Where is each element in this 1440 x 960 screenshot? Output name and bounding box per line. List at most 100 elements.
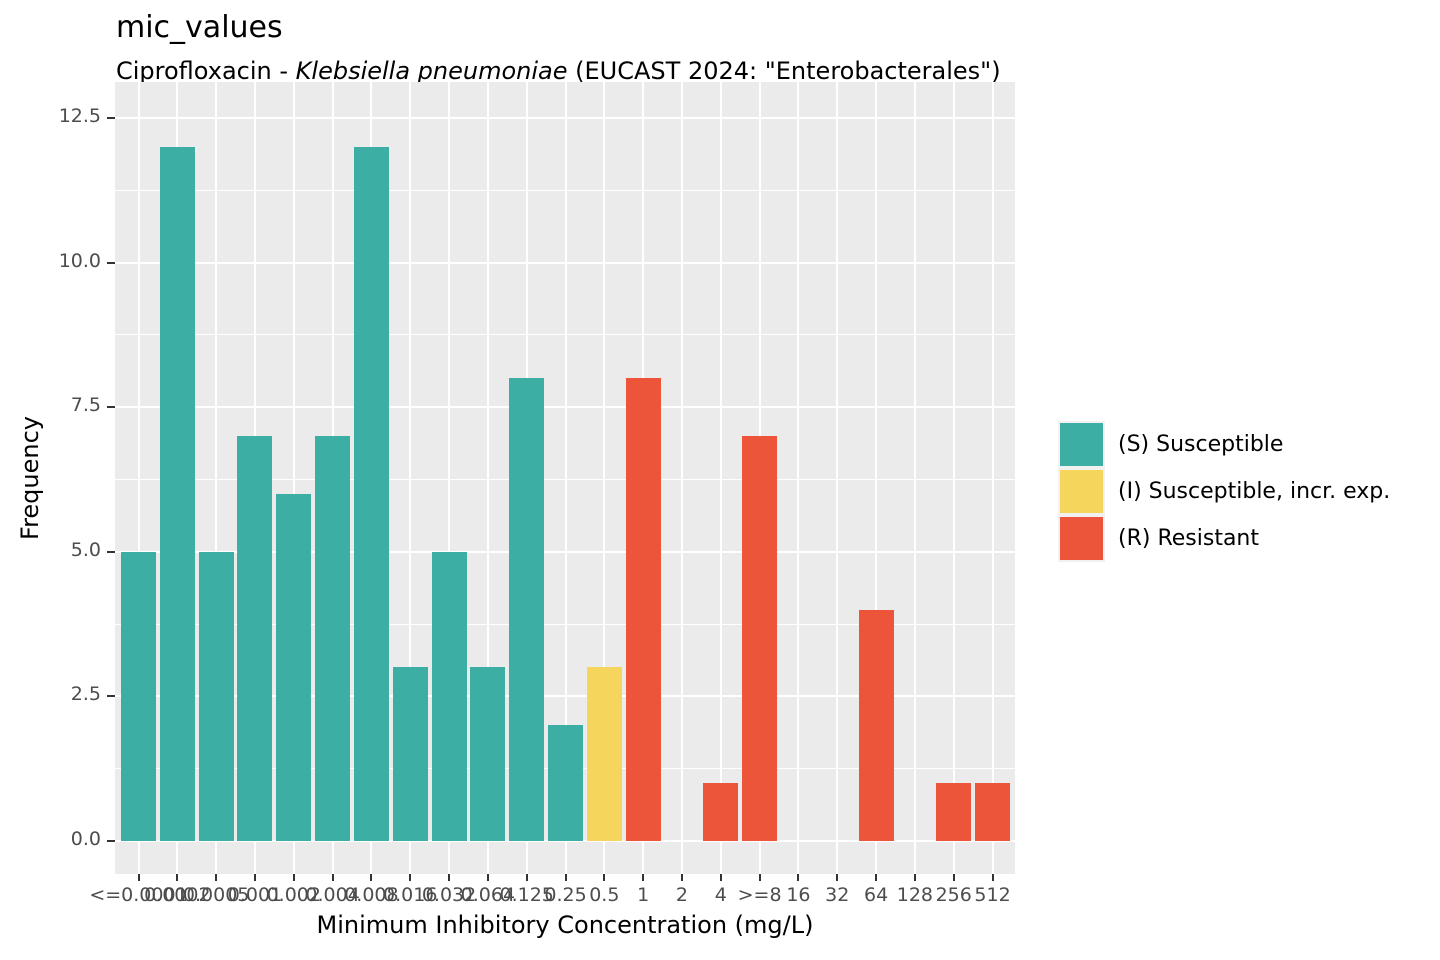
x-tick-mark <box>991 874 994 881</box>
bar-mic-0.125 <box>509 378 545 841</box>
x-tick-label: 512 <box>974 884 1011 906</box>
x-tick-label: 256 <box>935 884 972 906</box>
x-tick-mark <box>525 874 528 881</box>
chart-title: mic_values <box>116 10 283 45</box>
gridline-vertical <box>603 82 606 874</box>
bar-mic->=8 <box>742 436 778 841</box>
bar-mic-512 <box>975 783 1011 841</box>
chart-subtitle: Ciprofloxacin - Klebsiella pneumoniae (E… <box>116 57 1001 85</box>
x-tick-mark <box>719 874 722 881</box>
gridline-vertical <box>680 82 683 874</box>
y-tick-mark <box>107 117 115 119</box>
x-tick-mark <box>215 874 218 881</box>
x-tick-label: 0.5 <box>589 884 620 906</box>
x-axis-title: Minimum Inhibitory Concentration (mg/L) <box>316 911 814 939</box>
x-tick-label: 0.0002 <box>144 884 211 906</box>
gridline-vertical <box>913 82 916 874</box>
x-tick-label: >=8 <box>737 884 782 906</box>
x-tick-mark <box>875 874 878 881</box>
gridline-major <box>115 695 1015 698</box>
gridline-vertical <box>486 82 489 874</box>
bar-mic-64 <box>858 609 894 841</box>
legend-swatch-S <box>1060 423 1103 466</box>
x-tick-label: 16 <box>786 884 811 906</box>
bar-mic-0.0002 <box>159 146 195 841</box>
gridline-minor <box>115 334 1015 336</box>
gridline-vertical <box>137 82 140 874</box>
y-tick-mark <box>107 840 115 842</box>
gridline-major <box>115 406 1015 409</box>
x-tick-mark <box>331 874 334 881</box>
legend-item-resistant: (R) Resistant <box>1060 517 1390 560</box>
bar-mic-0.002 <box>276 493 312 841</box>
x-tick-label: 0.016 <box>383 884 438 906</box>
x-tick-label: 0.004 <box>305 884 360 906</box>
bar-mic-0.032 <box>431 551 467 841</box>
gridline-minor <box>115 623 1015 625</box>
x-tick-mark <box>603 874 606 881</box>
gridline-minor <box>115 189 1015 191</box>
legend-item-susceptible: (S) Susceptible <box>1060 423 1390 466</box>
gridline-vertical <box>875 82 878 874</box>
x-tick-mark <box>409 874 412 881</box>
x-tick-label: 0.064 <box>460 884 516 906</box>
bar-mic-256 <box>936 783 972 841</box>
legend-label-R: (R) Resistant <box>1118 526 1259 551</box>
subtitle-organism: Klebsiella pneumoniae <box>295 57 568 85</box>
x-tick-label: 0.0005 <box>182 884 250 906</box>
gridline-vertical <box>292 82 295 874</box>
y-axis-title: Frequency <box>16 416 44 540</box>
subtitle-antibiotic: Ciprofloxacin - <box>116 57 296 85</box>
legend-swatch-I <box>1060 470 1103 513</box>
bar-mic-0.5 <box>586 667 622 841</box>
y-tick-label: 0.0 <box>70 828 101 850</box>
gridline-major <box>115 261 1015 264</box>
x-tick-mark <box>137 874 140 881</box>
gridline-major <box>115 117 1015 119</box>
y-tick-mark <box>107 406 115 409</box>
gridline-vertical <box>215 82 218 874</box>
x-tick-label: <=0.0001 <box>89 884 188 906</box>
bar-mic-0.001 <box>237 436 273 841</box>
y-tick-label: 7.5 <box>70 394 101 417</box>
subtitle-guideline: (EUCAST 2024: "Enterobacterales") <box>567 57 1001 85</box>
x-tick-label: 0.008 <box>344 884 399 906</box>
legend-label-S: (S) Susceptible <box>1118 432 1284 457</box>
bar-mic-0.25 <box>548 725 584 841</box>
x-tick-label: 0.125 <box>499 884 554 906</box>
x-tick-label: 128 <box>896 884 934 906</box>
y-tick-label: 5.0 <box>70 538 101 561</box>
bar-mic-0.0005 <box>198 551 234 841</box>
gridline-vertical <box>836 82 839 874</box>
x-tick-label: 32 <box>825 884 850 906</box>
gridline-vertical <box>952 82 955 874</box>
x-tick-label: 2 <box>675 884 689 906</box>
gridline-vertical <box>719 82 722 874</box>
x-tick-mark <box>564 874 567 881</box>
gridline-vertical <box>564 82 567 874</box>
x-tick-mark <box>292 874 295 881</box>
x-tick-label: 0.001 <box>227 884 283 906</box>
x-tick-mark <box>253 874 256 881</box>
gridline-vertical <box>991 82 994 874</box>
bar-mic-4 <box>703 783 739 841</box>
x-tick-label: 0.25 <box>544 884 587 906</box>
x-tick-label: 4 <box>714 884 727 906</box>
y-tick-mark <box>107 695 115 698</box>
bar-mic-0.016 <box>392 667 428 841</box>
y-tick-mark <box>107 550 115 553</box>
gridline-vertical <box>409 82 412 874</box>
x-tick-label: 1 <box>637 884 650 906</box>
bar-mic-1 <box>625 378 661 841</box>
bar-mic-<=0.0001 <box>121 551 156 841</box>
legend-label-I: (I) Susceptible, incr. exp. <box>1118 479 1391 504</box>
gridline-major <box>115 840 1015 842</box>
gridline-minor <box>115 479 1015 480</box>
x-tick-mark <box>836 874 839 881</box>
gridline-vertical <box>448 82 451 874</box>
y-tick-label: 2.5 <box>70 683 101 706</box>
legend-swatch-R <box>1060 517 1103 560</box>
legend: (S) Susceptible (I) Susceptible, incr. e… <box>1060 423 1390 564</box>
bar-mic-0.004 <box>315 436 351 841</box>
x-tick-mark <box>448 874 451 881</box>
